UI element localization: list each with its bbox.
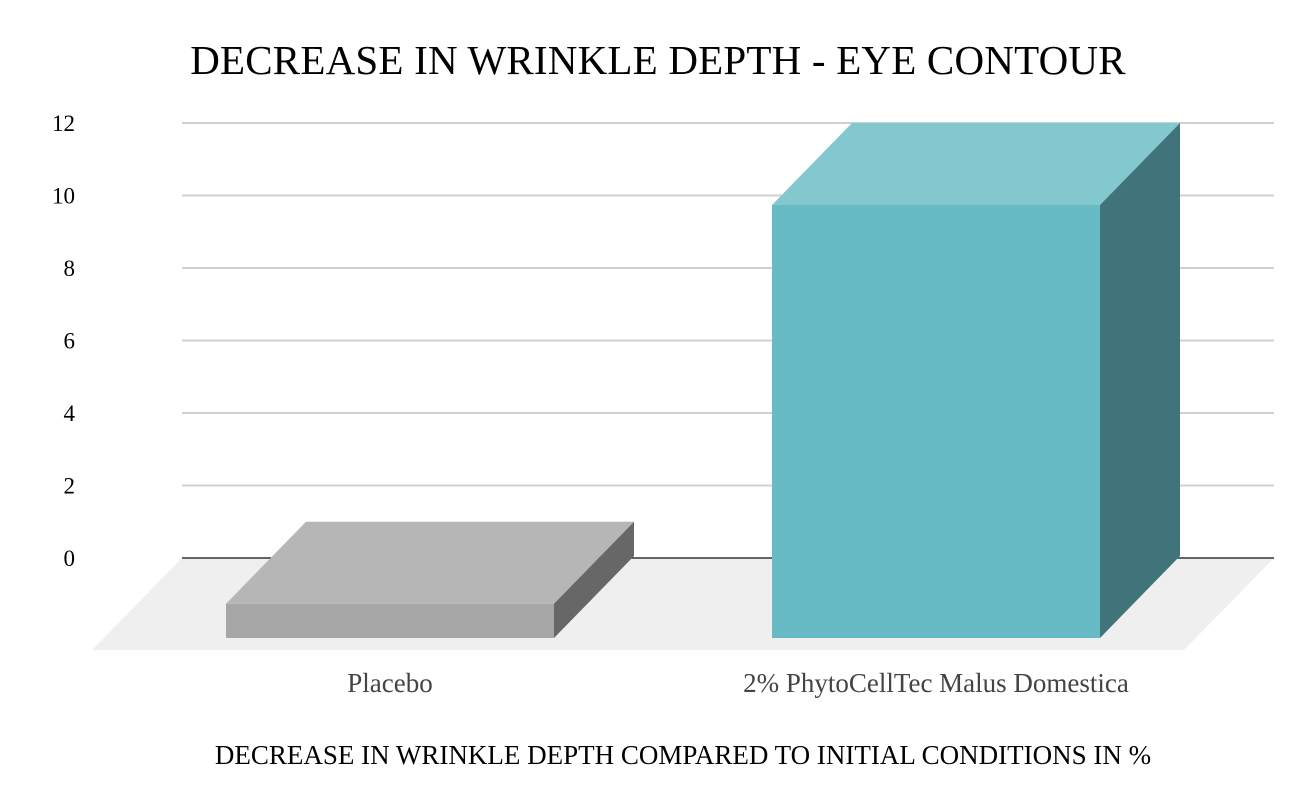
bar-top-face xyxy=(772,123,1180,205)
bar-front-face xyxy=(772,205,1100,638)
y-tick-label: 2 xyxy=(64,474,76,499)
y-tick-label: 12 xyxy=(52,111,75,136)
y-tick-label: 10 xyxy=(52,184,75,209)
chart-title: DECREASE IN WRINKLE DEPTH - EYE CONTOUR xyxy=(190,37,1126,83)
y-tick-label: 4 xyxy=(64,401,76,426)
y-tick-label: 8 xyxy=(64,256,76,281)
x-tick-label: 2% PhytoCellTec Malus Domestica xyxy=(743,668,1129,698)
bar-front-face xyxy=(226,603,554,638)
bar-placebo xyxy=(226,521,634,638)
x-axis-label: DECREASE IN WRINKLE DEPTH COMPARED TO IN… xyxy=(214,740,1152,770)
bar-treatment xyxy=(772,123,1180,638)
y-tick-label: 0 xyxy=(64,546,76,571)
y-tick-label: 6 xyxy=(64,329,76,354)
x-tick-label: Placebo xyxy=(347,668,432,698)
bar-side-face xyxy=(554,521,634,638)
bar-side-face xyxy=(1100,123,1180,638)
bar-top-face xyxy=(226,521,634,604)
